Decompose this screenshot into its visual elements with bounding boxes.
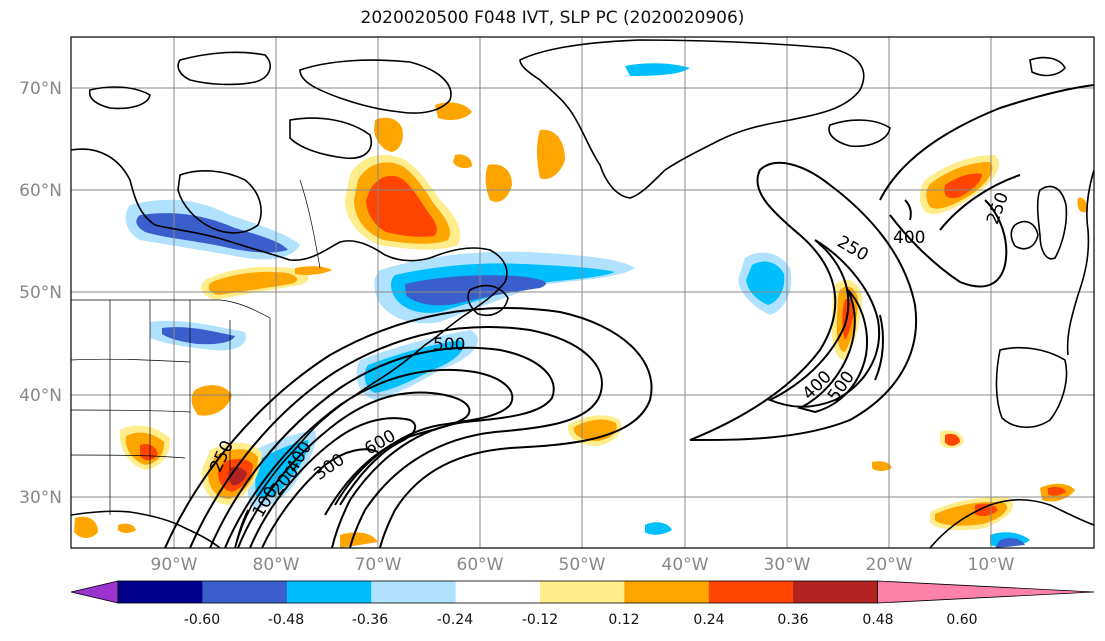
- colorbar-frame: [117, 580, 878, 604]
- colorbar-segment: [371, 581, 457, 603]
- lat-label: 40°N: [19, 386, 62, 406]
- lon-label: 50°W: [559, 555, 606, 575]
- colorbar-labels: -0.60 -0.48 -0.36 -0.24 -0.12 0.12 0.24 …: [184, 612, 978, 628]
- colorbar-tick-label: -0.36: [352, 612, 388, 628]
- colorbar-segment: [708, 581, 794, 603]
- colorbar-tick-label: 0.36: [777, 612, 808, 628]
- colorbar-tick-label: 0.24: [693, 612, 724, 628]
- colorbar-segment: [118, 581, 203, 603]
- colorbar-segment: [624, 581, 710, 603]
- contour-label: 500: [433, 335, 465, 355]
- colorbar-tick-label: -0.24: [437, 612, 473, 628]
- lat-label: 50°N: [19, 283, 62, 303]
- map-title: 2020020500 F048 IVT, SLP PC (2020020906): [360, 8, 745, 28]
- lat-label: 30°N: [19, 488, 62, 508]
- colorbar-tick-label: 0.12: [608, 612, 639, 628]
- lon-label: 20°W: [866, 555, 913, 575]
- coastlines: [71, 39, 1094, 548]
- ivt-positive-region: [74, 516, 98, 538]
- lon-label: 30°W: [764, 555, 811, 575]
- colorbar-segment: [793, 581, 879, 603]
- colorbar-tick-label: -0.12: [522, 612, 558, 628]
- ivt-positive-region: [842, 298, 854, 340]
- slp-contours: [164, 84, 1094, 548]
- colorbar: [70, 580, 1095, 604]
- ivt-positive-region: [1077, 197, 1087, 213]
- ivt-positive-region: [537, 129, 565, 180]
- lon-label: 90°W: [151, 555, 198, 575]
- ivt-negative-region: [995, 537, 1025, 548]
- ivt-positive-region: [485, 164, 512, 202]
- ivt-negative-region: [405, 275, 546, 306]
- lon-label: 40°W: [662, 555, 709, 575]
- ivt-positive-region: [453, 154, 472, 169]
- ivt-positive-region: [945, 433, 960, 446]
- ivt-positive-region: [374, 117, 403, 152]
- ivt-positive-region: [944, 173, 982, 199]
- colorbar-tick-label: -0.60: [184, 612, 220, 628]
- ivt-positive-region: [1048, 487, 1066, 496]
- colorbar-tick-label: 0.48: [862, 612, 893, 628]
- ivt-negative-region: [162, 327, 235, 345]
- latitude-labels: 70°N 60°N 50°N 40°N 30°N: [19, 79, 62, 508]
- lon-label: 70°W: [355, 555, 402, 575]
- colorbar-extend-max: [877, 580, 1095, 604]
- lat-label: 60°N: [19, 181, 62, 201]
- ivt-negative-region: [746, 261, 785, 305]
- colorbar-tick-label: 0.60: [946, 612, 977, 628]
- borders: [71, 179, 321, 515]
- ivt-positive-region: [975, 503, 998, 517]
- colorbar-segment: [455, 581, 541, 603]
- lon-label: 80°W: [253, 555, 300, 575]
- ivt-positive-region: [435, 102, 472, 120]
- colorbar-segment: [202, 581, 288, 603]
- map-frame: [70, 36, 1095, 549]
- lat-label: 70°N: [19, 79, 62, 99]
- graticule: [71, 37, 1094, 548]
- ivt-negative-region: [645, 522, 672, 535]
- ivt-positive-region: [340, 532, 378, 548]
- longitude-labels: 90°W 80°W 70°W 60°W 50°W 40°W 30°W 20°W …: [151, 555, 1015, 575]
- ivt-positive-region: [118, 523, 136, 533]
- colorbar-extend-min: [70, 580, 119, 604]
- colorbar-segment: [540, 581, 625, 603]
- colorbar-segment: [286, 581, 372, 603]
- ivt-positive-region: [191, 385, 232, 416]
- ivt-positive-region: [295, 266, 332, 275]
- lon-label: 10°W: [968, 555, 1015, 575]
- ivt-positive-region: [208, 271, 298, 295]
- ivt-positive-region: [366, 175, 437, 237]
- contour-label: 400: [893, 228, 925, 248]
- ivt-negative-region: [625, 63, 690, 76]
- colorbar-tick-label: -0.48: [268, 612, 304, 628]
- lon-label: 60°W: [457, 555, 504, 575]
- ivt-positive-region: [872, 461, 892, 471]
